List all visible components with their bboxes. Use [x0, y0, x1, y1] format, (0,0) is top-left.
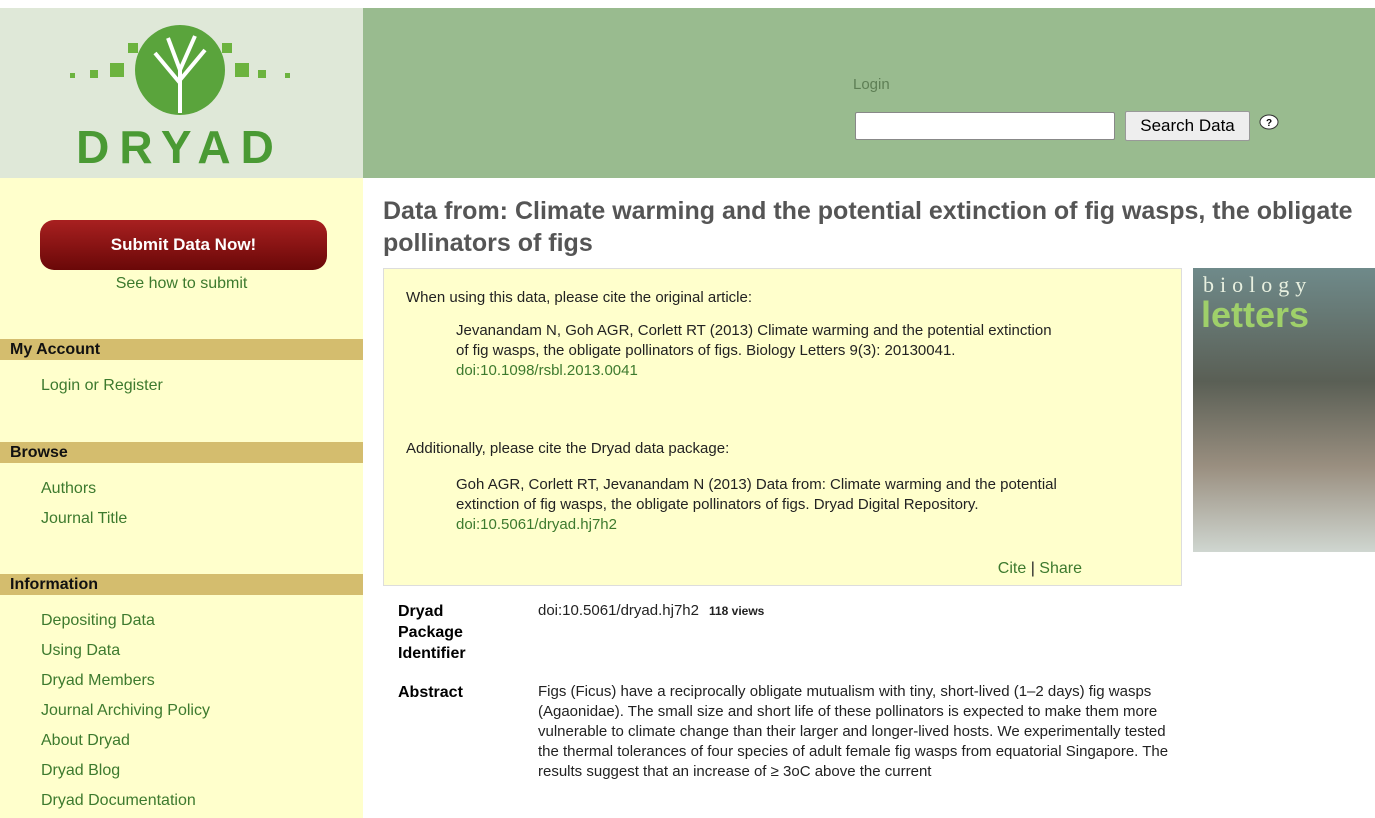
sidebar-link[interactable]: Dryad Documentation	[41, 792, 196, 810]
meta-label: Abstract	[398, 682, 488, 703]
cite-share: Cite | Share	[984, 559, 1082, 579]
sidebar-link[interactable]: Dryad Members	[41, 672, 155, 690]
citation-intro: Additionally, please cite the Dryad data…	[406, 439, 729, 459]
search-input[interactable]	[855, 112, 1115, 140]
view-count: 118 views	[709, 604, 764, 618]
sidebar-link[interactable]: Dryad Blog	[41, 762, 120, 780]
sidebar-link[interactable]: Authors	[41, 480, 96, 498]
logo-area: DRYAD	[0, 8, 363, 178]
login-link[interactable]: Login	[853, 76, 890, 93]
cover-title: letters	[1201, 294, 1309, 336]
section-header: Information	[0, 574, 363, 595]
package-citation: Goh AGR, Corlett RT, Jevanandam N (2013)…	[456, 475, 1081, 535]
citation-text: Jevanandam N, Goh AGR, Corlett RT (2013)…	[456, 322, 1052, 359]
meta-text: Figs (Ficus) have a reciprocally obligat…	[538, 683, 1168, 780]
header	[363, 8, 1375, 178]
svg-text:?: ?	[1266, 118, 1272, 129]
share-link[interactable]: Share	[1039, 560, 1082, 577]
article-citation: Jevanandam N, Goh AGR, Corlett RT (2013)…	[456, 321, 1056, 381]
sidebar-link[interactable]: About Dryad	[41, 732, 130, 750]
journal-cover[interactable]: biology letters	[1193, 268, 1375, 552]
cite-link[interactable]: Cite	[998, 560, 1026, 577]
logo-text: DRYAD	[76, 121, 284, 173]
sidebar-link[interactable]: Login or Register	[41, 377, 163, 395]
submit-button[interactable]: Submit Data Now!	[40, 220, 327, 270]
page: DRYAD Login Search Data ? Submit Data No…	[0, 0, 1375, 818]
citation-intro: When using this data, please cite the or…	[406, 288, 752, 308]
sidebar	[0, 178, 363, 818]
citation-text: Goh AGR, Corlett RT, Jevanandam N (2013)…	[456, 476, 1057, 513]
meta-value: Figs (Ficus) have a reciprocally obligat…	[538, 682, 1188, 782]
search-button[interactable]: Search Data	[1125, 111, 1250, 141]
sidebar-link[interactable]: Using Data	[41, 642, 120, 660]
meta-value: doi:10.5061/dryad.hj7h2 118 views	[538, 601, 1188, 621]
page-title: Data from: Climate warming and the poten…	[383, 195, 1363, 259]
doi-link[interactable]: doi:10.5061/dryad.hj7h2	[456, 516, 617, 533]
section-header: My Account	[0, 339, 363, 360]
sidebar-link[interactable]: Journal Archiving Policy	[41, 702, 210, 720]
citation-box: When using this data, please cite the or…	[383, 268, 1182, 586]
help-icon[interactable]: ?	[1258, 114, 1280, 132]
sidebar-link[interactable]: Journal Title	[41, 510, 127, 528]
meta-text: doi:10.5061/dryad.hj7h2	[538, 602, 699, 619]
meta-label: Dryad Package Identifier	[398, 601, 488, 664]
doi-link[interactable]: doi:10.1098/rsbl.2013.0041	[456, 362, 638, 379]
section-header: Browse	[0, 442, 363, 463]
logo: DRYAD	[0, 8, 363, 178]
separator: |	[1031, 560, 1035, 577]
sidebar-link[interactable]: Depositing Data	[41, 612, 155, 630]
submit-help-link[interactable]: See how to submit	[0, 275, 363, 293]
